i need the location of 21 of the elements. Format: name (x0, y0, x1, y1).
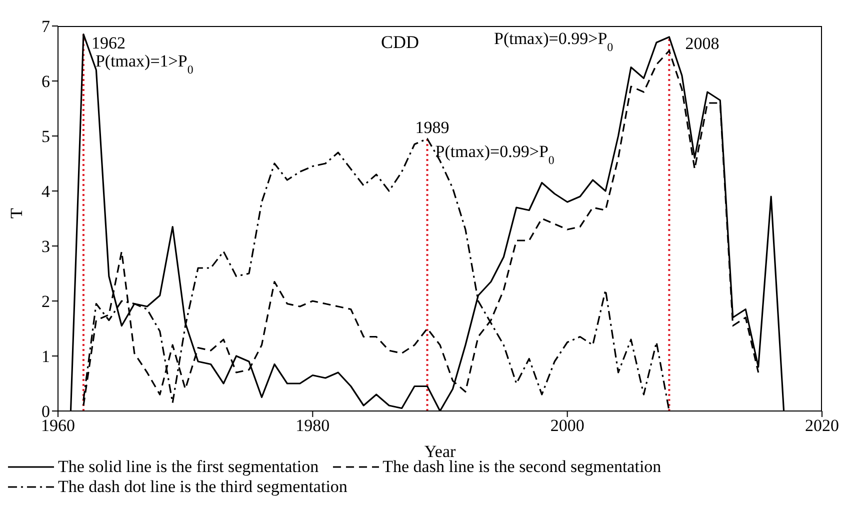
y-tick-label: 6 (42, 72, 50, 92)
x-tick-label: 2020 (805, 416, 839, 436)
legend-label: The dash dot line is the third segmentation (57, 477, 348, 497)
x-tick-label: 1960 (41, 416, 75, 436)
y-tick-label: 2 (42, 292, 50, 312)
y-tick-label: 3 (42, 237, 50, 256)
y-tick-label: 4 (42, 182, 50, 202)
x-tick-label: 2000 (550, 416, 584, 436)
y-tick-label: 7 (42, 17, 50, 36)
annotation: P(tmax)=0.99>P$_{0}$ (494, 29, 614, 54)
y-tick-label: 5 (42, 127, 50, 146)
y-axis-title: T (7, 208, 26, 218)
annotation: P(tmax)=1>P$_{0}$ (95, 51, 194, 76)
annotation: 1989 (415, 118, 450, 137)
chart-title: CDD (380, 32, 420, 52)
x-tick-label: 1980 (296, 416, 330, 436)
y-tick-label: 1 (42, 347, 50, 366)
legend-label: The solid line is the first segmentation (57, 457, 319, 477)
annotation: P(tmax)=0.99>P$_{0}$ (435, 142, 554, 167)
annotation: 1962 (91, 33, 126, 52)
annotation: 2008 (685, 34, 720, 53)
